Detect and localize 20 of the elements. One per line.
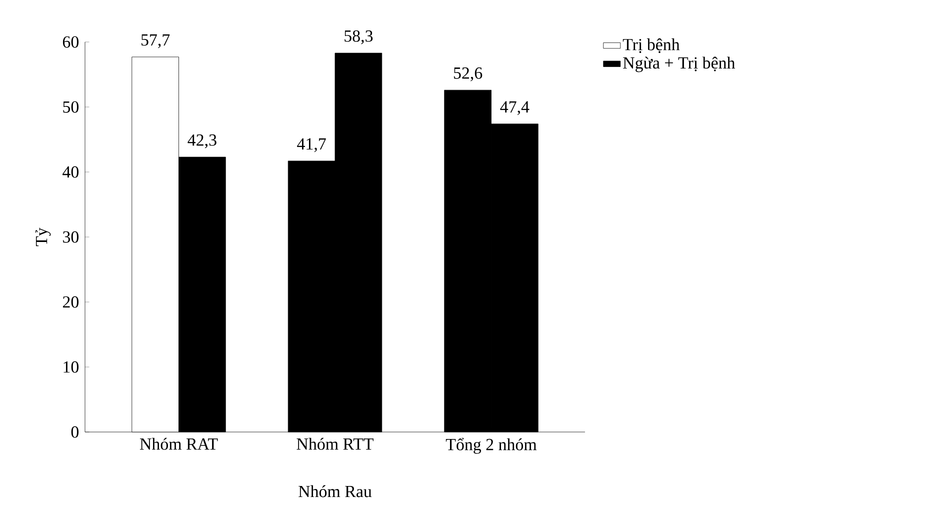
data-label: 52,6 (454, 67, 482, 82)
y-tick-label: 20 (62, 296, 79, 308)
data-label: 41,7 (297, 138, 326, 152)
y-tick-label: 0 (71, 426, 79, 438)
y-tick-label: 30 (63, 231, 79, 243)
y-axis-title: Tỷ (35, 228, 51, 246)
y-tick-label: 50 (63, 101, 79, 113)
legend-label: Ngừa + Trị bệnh (623, 56, 736, 72)
x-axis-title: Nhóm Rau (298, 485, 372, 498)
x-tick-label: Nhóm RAT (140, 438, 218, 450)
data-label: 47,4 (500, 101, 530, 116)
data-label: 57,7 (141, 34, 170, 48)
y-tick-label: 10 (64, 361, 79, 373)
data-label: 58,3 (344, 30, 373, 44)
y-tick-label: 60 (62, 36, 79, 48)
x-tick-label: Nhóm RTT (296, 438, 374, 450)
data-label: 42,3 (188, 134, 216, 148)
legend-label: Trị bệnh (622, 38, 680, 53)
x-tick-label: Tổng 2 nhóm (446, 438, 537, 454)
y-tick-label: 40 (62, 166, 79, 178)
